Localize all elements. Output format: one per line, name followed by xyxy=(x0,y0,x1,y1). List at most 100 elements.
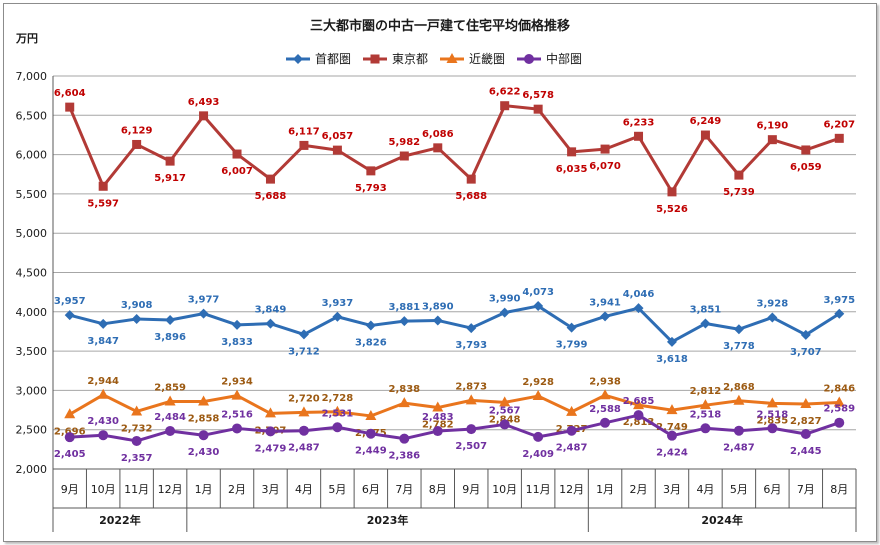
y-tick-label: 4,000 xyxy=(16,306,48,319)
data-point xyxy=(633,410,644,421)
data-point xyxy=(370,54,380,64)
data-point xyxy=(165,314,176,325)
data-label: 2,813 xyxy=(623,417,655,428)
x-tick-label: 4月 xyxy=(696,483,714,496)
data-point xyxy=(432,401,444,412)
data-point xyxy=(65,102,75,112)
x-category-axis: 9月 10月 11月 12月 1月 2月 3月 4月 5月 6月 7月 8月 9月 10月 11月 12月 1月… xyxy=(52,469,857,532)
chart-title: 三大都市圏の中古一戸建て住宅平均価格推移 xyxy=(310,18,570,34)
data-label: 2,424 xyxy=(656,448,688,459)
series-1: 6,604 5,597 6,129 5,917 6,493 6,007 5,688 6,117… xyxy=(54,87,855,215)
y-tick-label: 5,000 xyxy=(16,227,48,240)
data-point xyxy=(198,430,209,441)
series-line xyxy=(68,393,840,418)
data-label: 2,484 xyxy=(154,412,186,423)
data-label: 5,739 xyxy=(723,187,755,198)
chart-frame: 三大都市圏の中古一戸建て住宅平均価格推移 万円 2,000 2,500 3,000 3… xyxy=(3,3,877,542)
x-tick-label: 1月 xyxy=(596,483,614,496)
series-line xyxy=(69,304,841,344)
data-point xyxy=(299,140,309,150)
data-label: 2,516 xyxy=(221,409,253,420)
data-point xyxy=(64,408,76,419)
data-point xyxy=(198,308,209,319)
data-label: 2,934 xyxy=(221,377,253,388)
data-label: 2,487 xyxy=(288,443,320,454)
data-label: 3,778 xyxy=(723,341,755,352)
data-point xyxy=(566,425,577,436)
series-0: 3,957 3,847 3,908 3,896 3,977 3,833 3,849 3,712… xyxy=(54,287,855,365)
data-label: 6,578 xyxy=(522,90,554,101)
data-label: 3,975 xyxy=(823,295,855,306)
data-point xyxy=(366,166,376,176)
data-label: 5,917 xyxy=(154,173,186,184)
data-point xyxy=(332,311,343,322)
data-label: 6,190 xyxy=(757,121,789,132)
data-point xyxy=(700,423,711,434)
data-point xyxy=(293,54,303,64)
data-point xyxy=(165,156,175,166)
data-point xyxy=(298,406,310,417)
data-label: 3,712 xyxy=(288,346,320,357)
y-tick-label: 2,500 xyxy=(16,424,48,437)
data-point xyxy=(600,144,610,154)
legend-label: 近畿圏 xyxy=(469,52,505,66)
legend-item: 首都圏 xyxy=(286,52,351,66)
legend-item: 中部圏 xyxy=(517,51,582,66)
series-line xyxy=(69,413,840,443)
data-point xyxy=(332,422,343,433)
legend-label: 首都圏 xyxy=(315,52,351,66)
x-tick-label: 7月 xyxy=(395,483,413,496)
data-point xyxy=(97,388,109,399)
data-label: 6,086 xyxy=(422,129,454,140)
data-label: 2,868 xyxy=(723,382,755,393)
x-tick-label: 12月 xyxy=(158,483,183,496)
x-tick-label: 8月 xyxy=(429,483,447,496)
x-tick-label: 8月 xyxy=(830,483,848,496)
data-label: 2,357 xyxy=(121,453,153,464)
data-point xyxy=(633,399,645,410)
data-label: 2,449 xyxy=(355,446,387,457)
data-label: 3,847 xyxy=(87,336,119,347)
data-label: 3,957 xyxy=(54,296,86,307)
data-label: 2,479 xyxy=(255,443,287,454)
data-point xyxy=(767,423,778,434)
data-label: 6,604 xyxy=(54,88,86,99)
data-label: 3,896 xyxy=(154,332,186,343)
data-label: 2,445 xyxy=(790,446,822,457)
y-tick-labels: 2,000 2,500 3,000 3,500 4,000 4,500 5,000 5,500… xyxy=(16,70,48,476)
data-point xyxy=(833,396,845,407)
data-label: 2,859 xyxy=(154,382,186,393)
data-point xyxy=(566,322,577,333)
y-tick-label: 4,500 xyxy=(16,267,48,280)
data-point xyxy=(432,315,443,326)
data-label: 2,873 xyxy=(455,381,487,392)
data-label: 6,117 xyxy=(288,126,320,137)
data-label: 2,838 xyxy=(388,384,420,395)
y-tick-label: 3,000 xyxy=(16,384,48,397)
data-label: 3,908 xyxy=(121,300,153,311)
data-point xyxy=(433,143,443,153)
legend-label: 中部圏 xyxy=(546,51,582,66)
y-tick-label: 6,000 xyxy=(16,149,48,162)
data-label: 3,928 xyxy=(757,298,789,309)
x-tick-label: 9月 xyxy=(462,483,480,496)
x-tick-label: 1月 xyxy=(195,483,213,496)
data-label: 2,938 xyxy=(589,376,621,387)
series-2: 2,6962,9442,7322,8592,8582,9342,7072,720… xyxy=(54,376,855,439)
data-label: 4,046 xyxy=(623,289,655,300)
y-tick-label: 6,500 xyxy=(16,109,48,122)
data-point xyxy=(331,405,343,416)
data-label: 3,618 xyxy=(656,354,688,365)
x-tick-label: 2月 xyxy=(630,483,648,496)
data-point xyxy=(666,404,678,415)
legend-item: 東京都 xyxy=(363,52,428,66)
x-tick-label: 12月 xyxy=(559,483,584,496)
data-label: 2,782 xyxy=(422,420,454,431)
data-label: 2,567 xyxy=(489,405,521,416)
y-tick-label: 3,500 xyxy=(16,345,48,358)
data-point xyxy=(98,318,109,329)
data-label: 6,233 xyxy=(623,117,655,128)
series-line xyxy=(68,104,840,194)
data-label: 2,518 xyxy=(690,409,722,420)
data-point xyxy=(499,307,510,318)
